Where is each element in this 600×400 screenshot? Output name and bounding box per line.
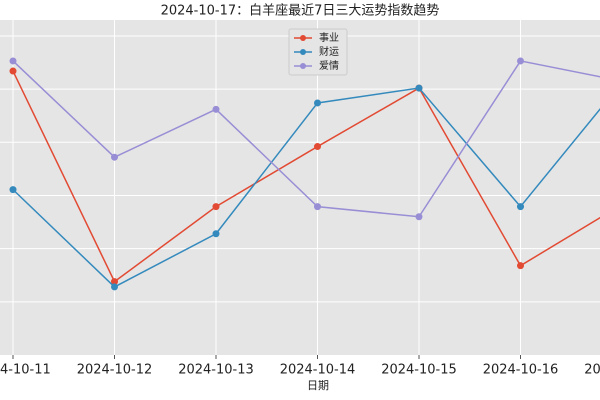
- x-tick-label: 2024-10-15: [381, 363, 457, 378]
- point: [212, 105, 220, 113]
- point: [314, 99, 321, 107]
- point: [314, 203, 321, 211]
- point: [111, 278, 118, 286]
- plot-area: [0, 20, 600, 355]
- point: [9, 57, 17, 65]
- legend-label: 财运: [319, 45, 339, 58]
- point: [111, 153, 118, 161]
- x-tick-label: 2024-10-17: [584, 363, 600, 378]
- point: [517, 262, 524, 270]
- point: [517, 203, 524, 211]
- point: [9, 67, 17, 75]
- legend-marker: [300, 35, 306, 41]
- point: [314, 143, 321, 151]
- point: [111, 283, 118, 291]
- x-tick-label: 2024-10-13: [178, 363, 254, 378]
- legend-marker: [300, 49, 306, 55]
- legend-marker: [300, 63, 306, 69]
- point: [517, 57, 524, 65]
- x-axis-label: 日期: [307, 379, 329, 392]
- point: [415, 84, 423, 92]
- point: [415, 213, 423, 221]
- legend-label: 爱情: [319, 59, 339, 72]
- legend-label: 事业: [319, 31, 339, 44]
- x-tick-label: 2024-10-16: [483, 363, 559, 378]
- chart-title: 2024-10-17：白羊座最近7日三大运势指数趋势: [161, 3, 440, 19]
- point: [212, 203, 220, 211]
- x-tick-label: 2024-10-14: [280, 363, 356, 378]
- point: [9, 186, 17, 194]
- x-tick-label: 2024-10-12: [77, 363, 153, 378]
- x-tick-label: 2024-10-11: [0, 363, 51, 378]
- point: [212, 230, 220, 238]
